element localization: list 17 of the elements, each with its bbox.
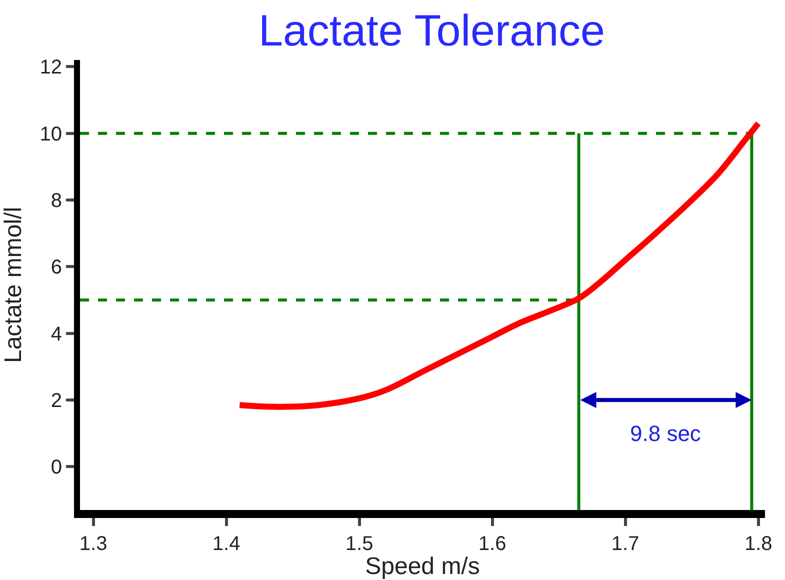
y-tick-label: 8: [50, 190, 62, 212]
x-tick-label: 1.3: [79, 533, 108, 555]
annotation: 9.8 sec: [630, 421, 701, 446]
y-tick-label: 0: [50, 456, 62, 479]
y-tick-label: 6: [50, 256, 62, 279]
x-tick-label: 1.8: [744, 533, 772, 555]
x-axis-title: Speed m/s: [365, 553, 480, 580]
y-tick-label: 12: [40, 56, 62, 79]
chart-title: Lactate Tolerance: [258, 6, 606, 56]
y-tick-label: 2: [50, 390, 62, 412]
x-tick-label: 1.7: [611, 533, 640, 555]
x-tick-label: 1.5: [345, 533, 374, 555]
y-tick-label: 4: [50, 323, 62, 346]
x-tick-label: 1.4: [212, 533, 240, 555]
y-tick-label: 10: [40, 123, 62, 146]
y-axis-title: Lactate mmol/l: [0, 206, 27, 364]
x-tick-label: 1.6: [478, 533, 506, 555]
